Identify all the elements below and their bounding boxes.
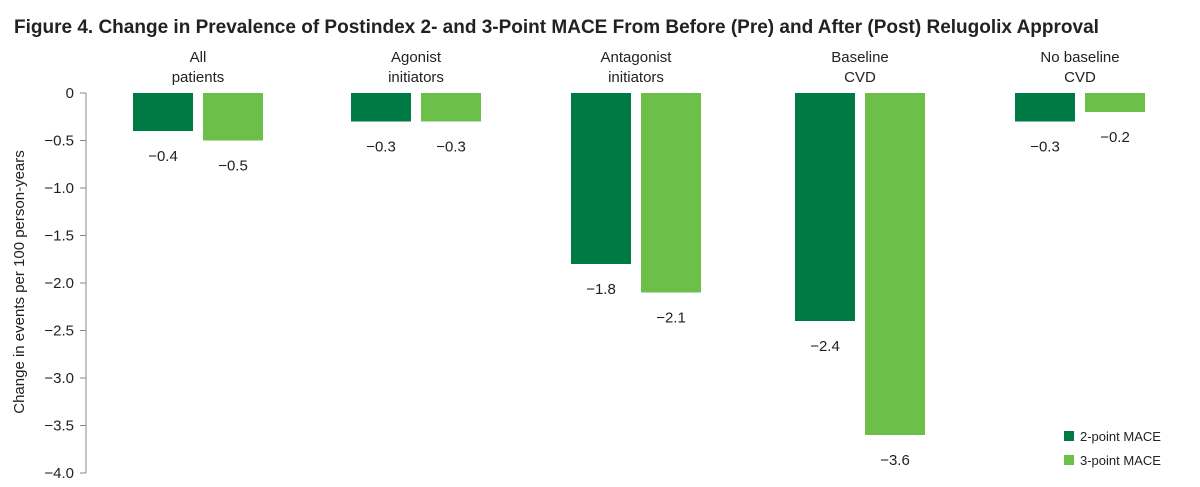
- y-tick-label: −4.0: [44, 465, 74, 482]
- bar-3-point-mace: [1085, 93, 1145, 112]
- legend-label: 3-point MACE: [1080, 453, 1161, 468]
- y-tick-label: −2.0: [44, 275, 74, 292]
- category-label: All patients: [172, 49, 225, 86]
- y-tick-label: 0: [66, 85, 74, 102]
- legend-swatch: [1064, 431, 1074, 441]
- legend: 2-point MACE 3-point MACE: [1064, 429, 1161, 468]
- y-tick-label: −2.5: [44, 323, 74, 340]
- legend-label: 2-point MACE: [1080, 429, 1161, 444]
- data-label: −0.5: [218, 158, 248, 175]
- data-label: −2.1: [656, 310, 686, 327]
- category-label: Antagonist initiators: [601, 49, 673, 86]
- category-label: No baseline CVD: [1040, 49, 1119, 86]
- category-label: Baseline CVD: [831, 49, 889, 86]
- data-labels: −0.4 −0.5 −0.3 −0.3 −1.8 −2.1 −2.4 −3.6 −0.3 −0.2: [148, 129, 1130, 469]
- data-label: −2.4: [810, 338, 840, 355]
- data-label: −0.2: [1100, 129, 1130, 146]
- data-label: −1.8: [586, 281, 616, 298]
- y-tick-label: −1.0: [44, 180, 74, 197]
- y-axis: 0 −0.5 −1.0 −1.5 −2.0 −2.5 −3.0 −3.5 −4.0: [44, 85, 87, 482]
- bar-3-point-mace: [641, 93, 701, 293]
- data-label: −3.6: [880, 452, 910, 469]
- legend-swatch: [1064, 455, 1074, 465]
- category-labels: All patients Agonist initiators Antagonist in…: [172, 49, 1120, 86]
- bar-2-point-mace: [1015, 93, 1075, 122]
- y-tick-label: −3.5: [44, 418, 74, 435]
- bar-2-point-mace: [795, 93, 855, 321]
- bars: [133, 93, 1145, 435]
- data-label: −0.4: [148, 148, 178, 165]
- bar-2-point-mace: [133, 93, 193, 131]
- bar-3-point-mace: [865, 93, 925, 435]
- data-label: −0.3: [436, 139, 466, 156]
- y-tick-label: −0.5: [44, 133, 74, 150]
- y-axis-label: Change in events per 100 person-years: [11, 150, 28, 414]
- chart-title: Figure 4. Change in Prevalence of Postin…: [14, 17, 1099, 38]
- bar-2-point-mace: [571, 93, 631, 264]
- data-label: −0.3: [366, 139, 396, 156]
- bar-3-point-mace: [203, 93, 263, 141]
- bar-3-point-mace: [421, 93, 481, 122]
- category-label: Agonist initiators: [388, 49, 444, 86]
- data-label: −0.3: [1030, 139, 1060, 156]
- bar-2-point-mace: [351, 93, 411, 122]
- y-tick-label: −3.0: [44, 370, 74, 387]
- y-tick-label: −1.5: [44, 228, 74, 245]
